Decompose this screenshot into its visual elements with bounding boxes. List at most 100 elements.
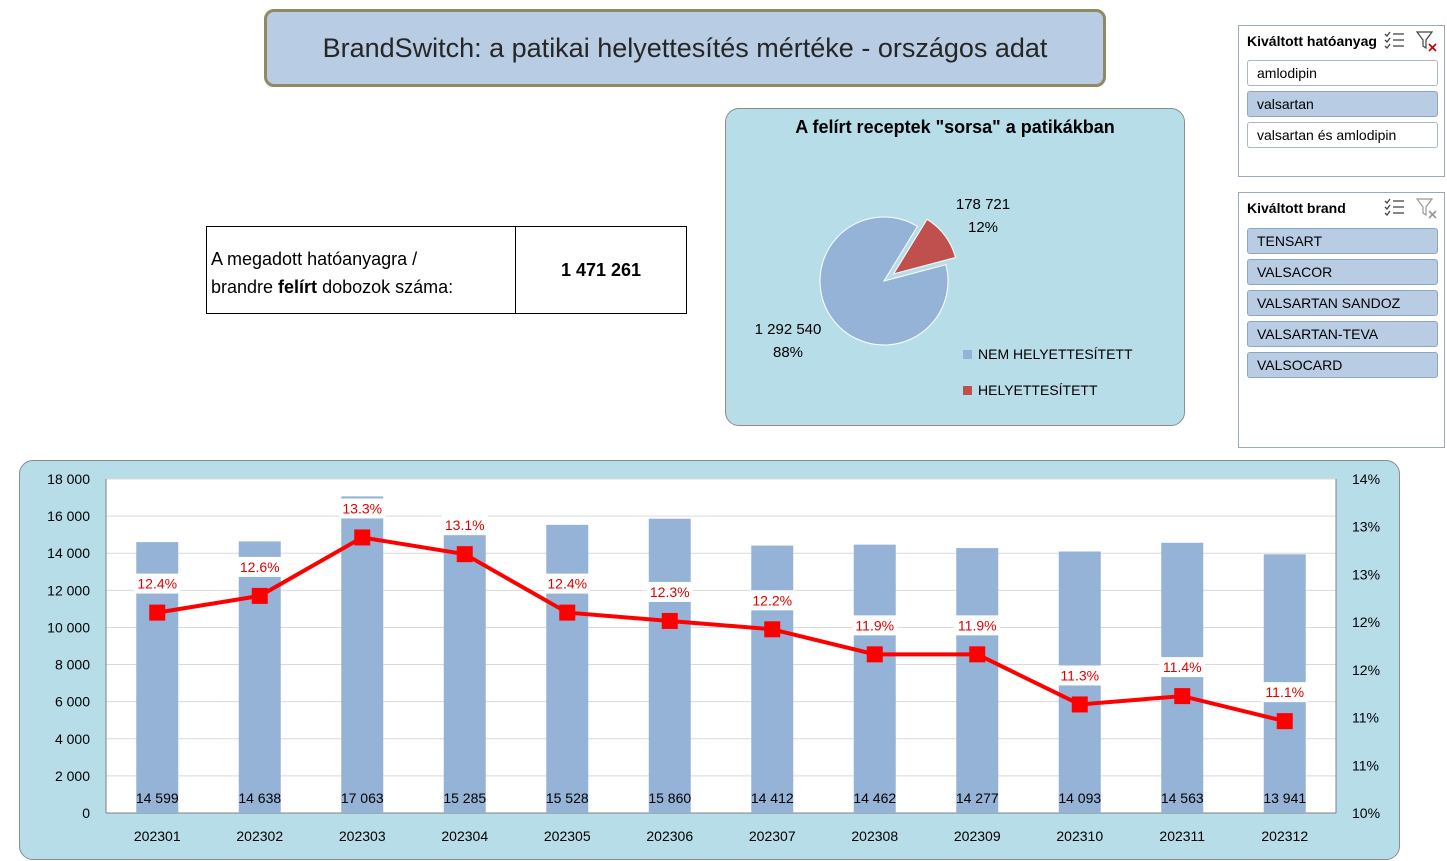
line-value-label: 11.1% <box>1265 684 1304 700</box>
bar <box>648 518 691 813</box>
bar <box>1161 542 1204 813</box>
label-line-2-bold: felírt <box>278 277 318 297</box>
bar-value-label: 14 277 <box>956 790 999 806</box>
bar-value-label: 14 638 <box>238 790 281 806</box>
label-line-1: A megadott hatóanyagra / <box>211 249 418 269</box>
line-label-bg <box>1159 657 1206 678</box>
plot-area <box>106 479 1336 813</box>
prescribed-count-label: A megadott hatóanyagra / brandre felírt … <box>207 227 516 313</box>
substance-slicer-header: Kiváltott hatóanyag <box>1247 33 1377 49</box>
line-value-label: 11.9% <box>958 617 997 633</box>
bar-value-label: 14 563 <box>1161 790 1204 806</box>
line-marker <box>149 604 166 621</box>
line-value-label: 12.6% <box>240 559 280 575</box>
bar-value-label: 15 285 <box>443 790 486 806</box>
x-tick-label: 202312 <box>1261 828 1308 844</box>
line-marker <box>1276 713 1293 730</box>
slicer-item-amlodipin[interactable]: amlodipin <box>1247 60 1438 86</box>
line-value-label: 11.3% <box>1060 667 1099 683</box>
line-marker <box>661 612 678 629</box>
line-value-label: 11.9% <box>855 617 894 633</box>
bar-value-label: 14 412 <box>751 790 794 806</box>
y-left-tick-label: 12 000 <box>47 582 90 598</box>
brand-slicer[interactable]: Kiváltott brand TENSART VALSACOR VALSART… <box>1238 192 1445 448</box>
slicer-item-valsartan-teva[interactable]: VALSARTAN-TEVA <box>1247 321 1438 347</box>
x-tick-label: 202306 <box>646 828 693 844</box>
line-label-bg <box>954 615 1001 636</box>
substance-slicer[interactable]: Kiváltott hatóanyag amlodipin valsartan … <box>1238 25 1445 177</box>
prescribed-count-value: 1 471 261 <box>560 259 642 280</box>
y-right-tick-label: 14% <box>1352 471 1380 487</box>
y-left-tick-label: 14 000 <box>47 545 90 561</box>
slicer-item-valsacor[interactable]: VALSACOR <box>1247 259 1438 285</box>
label-line-2-prefix: brandre <box>211 277 279 297</box>
monthly-chart-panel[interactable]: 0 2 000 4 000 6 000 8 000 10 000 12 000 14 000 1… <box>19 460 1400 860</box>
y-left-tick-label: 0 <box>82 805 90 821</box>
x-tick-label: 202305 <box>544 828 591 844</box>
dashboard-title: BrandSwitch: a patikai helyettesítés mér… <box>264 9 1106 87</box>
pie-slice-helyettesitett <box>892 218 957 275</box>
x-tick-label: 202304 <box>441 828 488 844</box>
line-label-bg <box>1056 665 1103 686</box>
y-right-tick-label: 13% <box>1352 519 1380 535</box>
x-tick-label: 202308 <box>851 828 898 844</box>
y-left-tick-label: 8 000 <box>55 657 90 673</box>
line-value-label: 13.1% <box>445 517 485 533</box>
line-label-bg <box>134 573 181 594</box>
x-tick-label: 202301 <box>134 828 181 844</box>
line-marker <box>251 587 268 604</box>
line-label-bg <box>646 581 693 602</box>
brand-slicer-header: Kiváltott brand <box>1247 200 1346 216</box>
legend-swatch <box>963 386 972 395</box>
bar <box>546 524 589 813</box>
x-tick-label: 202309 <box>954 828 1001 844</box>
legend-label: NEM HELYETTESÍTETT <box>978 346 1133 362</box>
slicer-item-tensart[interactable]: TENSART <box>1247 228 1438 254</box>
line-marker <box>354 529 371 546</box>
line-marker <box>1174 688 1191 705</box>
line-marker <box>456 546 473 563</box>
line-value-label: 13.3% <box>342 500 382 516</box>
line-value-label: 11.4% <box>1163 659 1202 675</box>
y-right-tick-label: 13% <box>1352 566 1380 582</box>
bar <box>751 545 794 813</box>
line-label-bg <box>749 590 796 611</box>
line-value-label: 12.3% <box>650 584 690 600</box>
slicer-item-valsocard[interactable]: VALSOCARD <box>1247 352 1438 378</box>
bar <box>341 496 384 813</box>
bar <box>956 548 999 813</box>
line-marker <box>866 646 883 663</box>
legend-label: HELYETTESÍTETT <box>978 382 1098 398</box>
bar-value-label: 13 941 <box>1263 790 1306 806</box>
pie-percent-label-helyettesitett: 12% <box>968 219 998 236</box>
line-label-bg <box>441 515 488 536</box>
y-left-tick-label: 2 000 <box>55 768 90 784</box>
prescribed-count-box: A megadott hatóanyagra / brandre felírt … <box>206 226 687 314</box>
line-label-bg <box>1261 682 1308 703</box>
line-marker <box>559 604 576 621</box>
y-left-tick-label: 18 000 <box>47 471 90 487</box>
y-left-tick-label: 16 000 <box>47 508 90 524</box>
label-line-2-suffix: dobozok száma: <box>317 277 454 297</box>
x-tick-label: 202307 <box>749 828 796 844</box>
y-right-tick-label: 11% <box>1352 710 1379 726</box>
y-left-tick-label: 6 000 <box>55 694 90 710</box>
slicer-item-valsartan-sandoz[interactable]: VALSARTAN SANDOZ <box>1247 290 1438 316</box>
legend-swatch <box>963 350 972 359</box>
clear-filter-icon[interactable] <box>1416 30 1438 52</box>
line-label-bg <box>236 556 283 577</box>
slicer-item-valsartan-es-amlodipin[interactable]: valsartan és amlodipin <box>1247 122 1438 148</box>
line-marker <box>764 621 781 638</box>
x-tick-label: 202311 <box>1159 828 1205 844</box>
pie-chart-panel[interactable]: A felírt receptek "sorsa" a patikákban 1… <box>725 108 1185 426</box>
slicer-item-valsartan[interactable]: valsartan <box>1247 91 1438 117</box>
line-label-bg <box>339 498 386 519</box>
monthly-combo-chart: 0 2 000 4 000 6 000 8 000 10 000 12 000 14 000 1… <box>47 471 1380 844</box>
clear-filter-icon[interactable] <box>1416 197 1438 219</box>
multi-select-icon[interactable] <box>1384 30 1406 50</box>
multi-select-icon[interactable] <box>1384 197 1406 217</box>
y-right-tick-label: 12% <box>1352 662 1380 678</box>
bar-value-label: 14 599 <box>136 790 179 806</box>
bar-value-label: 15 528 <box>546 790 589 806</box>
y-left-tick-label: 4 000 <box>55 731 90 747</box>
